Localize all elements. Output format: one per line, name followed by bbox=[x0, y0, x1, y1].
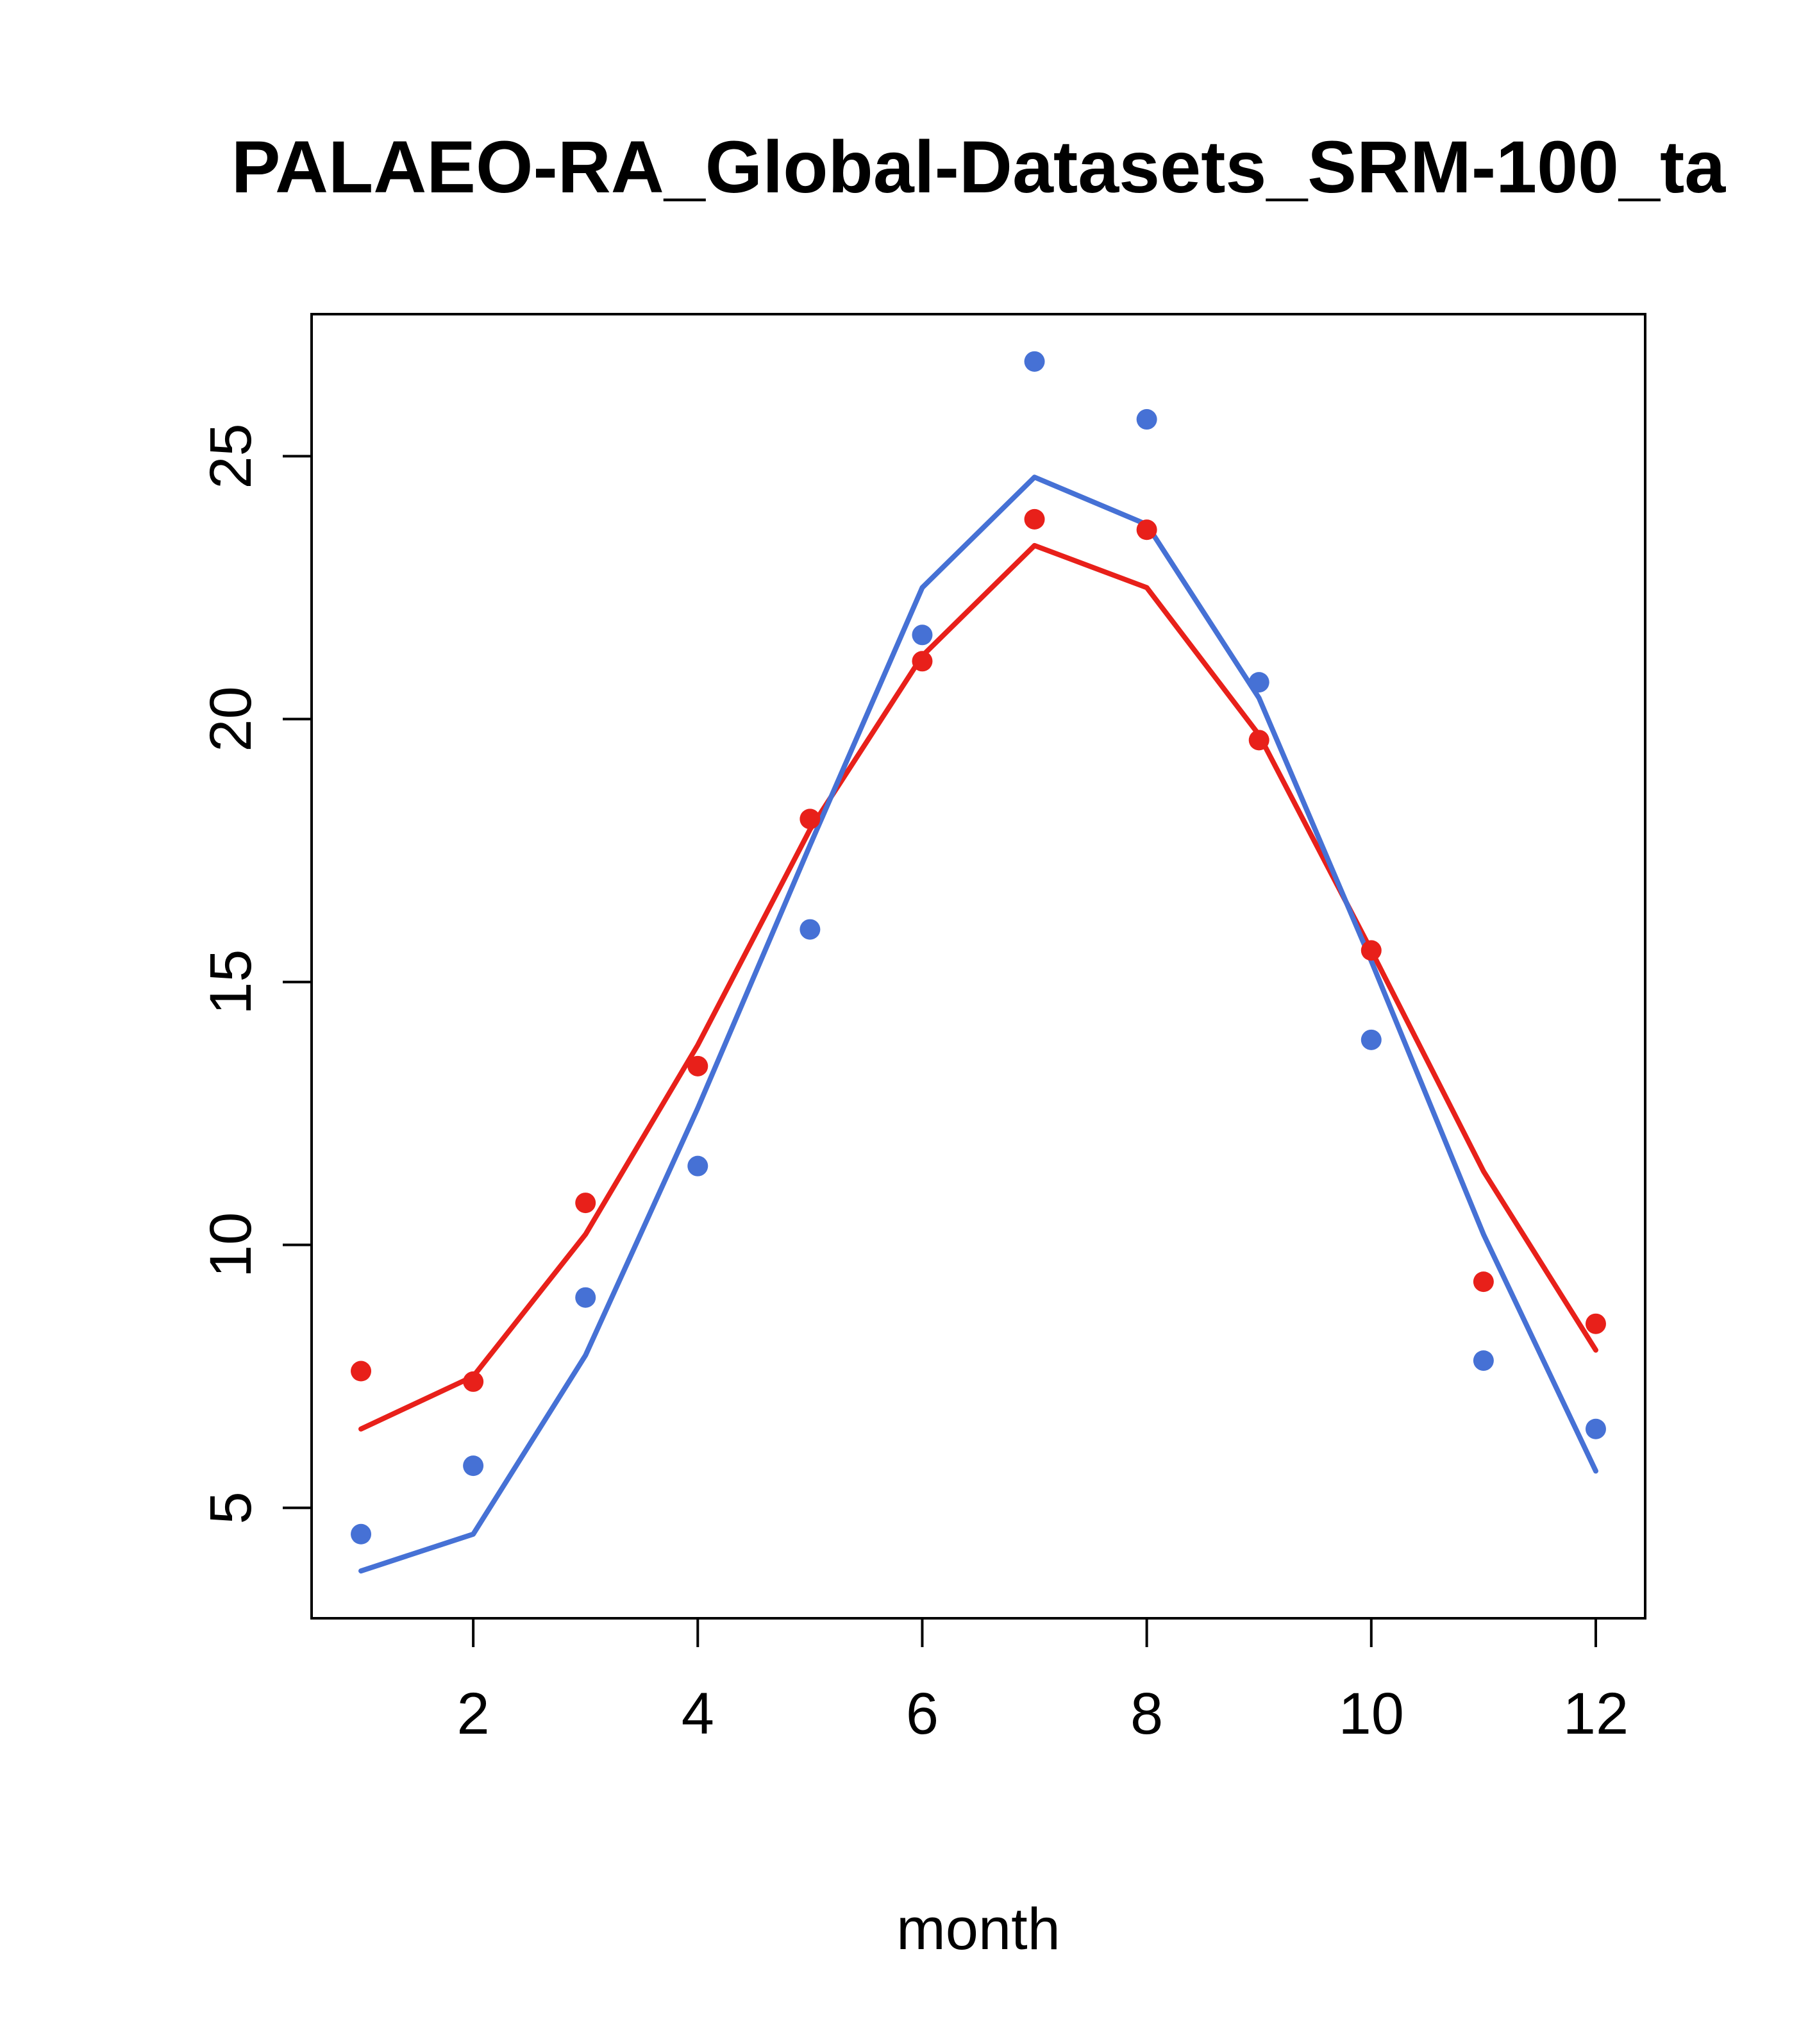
axes: 2 4 6 8 10 12 5 10 15 20 25 bbox=[198, 423, 1629, 1747]
red-line bbox=[358, 542, 1598, 1432]
red-points-marker bbox=[463, 1371, 484, 1392]
red-points-marker bbox=[687, 1055, 708, 1076]
y-tick-label: 10 bbox=[198, 1212, 264, 1278]
red-points-marker bbox=[575, 1193, 596, 1214]
blue-points-marker bbox=[912, 624, 933, 646]
x-tick-label: 6 bbox=[906, 1681, 939, 1747]
red-points-marker bbox=[1361, 940, 1382, 961]
blue-points-marker bbox=[1473, 1350, 1494, 1371]
red-points-marker bbox=[1473, 1271, 1494, 1293]
red-points-marker bbox=[351, 1361, 372, 1382]
blue-points-marker bbox=[687, 1155, 708, 1177]
y-tick-label: 20 bbox=[198, 686, 264, 751]
x-axis-title: month bbox=[896, 1897, 1060, 1962]
y-tick-label: 5 bbox=[198, 1491, 264, 1524]
blue-points-marker bbox=[1361, 1029, 1382, 1050]
red-points-marker bbox=[912, 651, 933, 672]
blue-points-marker bbox=[463, 1455, 484, 1477]
y-tick-label: 25 bbox=[198, 423, 264, 489]
red-points-marker bbox=[1136, 519, 1157, 540]
blue-points-marker bbox=[1585, 1418, 1606, 1439]
red-points-marker bbox=[1585, 1313, 1606, 1334]
y-tick-label: 15 bbox=[198, 949, 264, 1014]
plot-title: PALAEO-RA_Global-Datasets_SRM-100_ta bbox=[231, 126, 1726, 208]
x-tick-label: 2 bbox=[457, 1681, 490, 1747]
blue-points-marker bbox=[1136, 409, 1157, 430]
data-series bbox=[351, 351, 1606, 1574]
x-tick-label: 12 bbox=[1563, 1681, 1629, 1747]
blue-line bbox=[358, 474, 1598, 1574]
x-tick-label: 4 bbox=[682, 1681, 714, 1747]
blue-points-marker bbox=[351, 1523, 372, 1545]
blue-points-marker bbox=[800, 919, 821, 940]
x-tick-label: 8 bbox=[1130, 1681, 1163, 1747]
red-points-marker bbox=[1024, 508, 1045, 530]
blue-points-marker bbox=[1248, 672, 1269, 693]
red-points-marker bbox=[800, 808, 821, 830]
blue-points-marker bbox=[1024, 351, 1045, 372]
blue-points-marker bbox=[575, 1287, 596, 1308]
plot-area-border bbox=[310, 313, 1646, 1620]
x-tick-label: 10 bbox=[1339, 1681, 1404, 1747]
red-points-marker bbox=[1248, 730, 1269, 751]
